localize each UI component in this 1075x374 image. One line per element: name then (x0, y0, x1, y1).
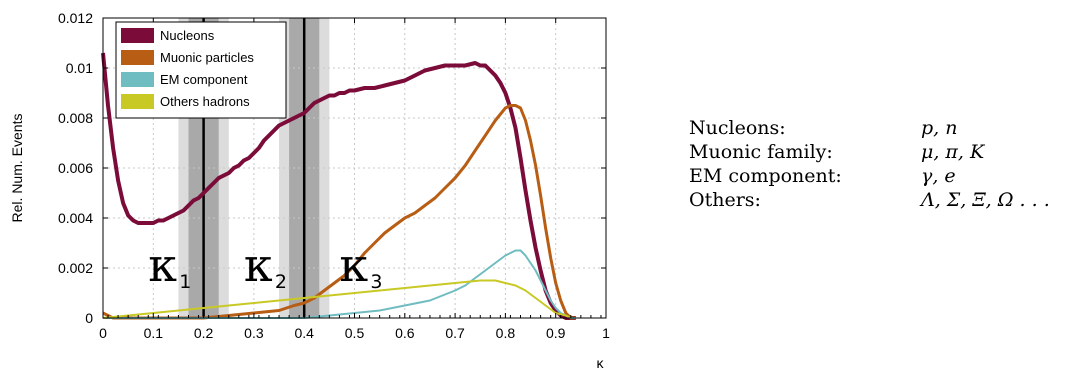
axis-ticks: 0 0.1 0.2 0.3 0.4 0.5 0.6 0.7 0.8 0.9 1 0 0.002 0.004… (58, 10, 610, 341)
legend-swatch (121, 72, 154, 87)
particle-members: p, n (921, 117, 958, 139)
y-axis-label: Rel. Num. Events (9, 114, 25, 223)
y-tick-label: 0.004 (58, 210, 93, 226)
particle-table: Nucleons: p, n Muonic family: μ, π, K EM c… (689, 116, 1050, 212)
particle-row-em: EM component: γ, e (689, 164, 1050, 188)
particle-row-nucleons: Nucleons: p, n (689, 116, 1050, 140)
x-tick-label: 1 (602, 325, 610, 341)
kappa-symbol: κ (148, 238, 177, 292)
particle-category: Others: (689, 189, 761, 211)
x-tick-label: 0.8 (496, 325, 516, 341)
kappa-symbol: κ (244, 238, 273, 292)
kappa-subscript: 1 (179, 271, 191, 293)
legend-label: Others hadrons (160, 94, 250, 109)
kappa-subscript: 2 (275, 271, 287, 293)
series-line-em-component (103, 249, 576, 319)
particle-members: μ, π, K (921, 141, 985, 163)
legend-swatch (121, 28, 154, 43)
particle-row-muonic: Muonic family: μ, π, K (689, 140, 1050, 164)
series-line-others-hadrons (102, 279, 572, 319)
x-tick-label: 0.2 (194, 325, 214, 341)
particle-category: EM component: (689, 165, 842, 187)
legend-label: EM component (160, 72, 248, 87)
particle-members: Λ, Σ, Ξ, Ω . . . (921, 189, 1050, 211)
y-tick-label: 0.008 (58, 110, 93, 126)
y-tick-label: 0.006 (58, 160, 93, 176)
particle-category: Nucleons: (689, 117, 786, 139)
legend-swatch (121, 94, 154, 109)
y-tick-label: 0.002 (58, 260, 93, 276)
y-tick-label: 0.01 (66, 60, 93, 76)
series-line-muonic-particles (102, 104, 576, 320)
x-tick-label: 0.3 (244, 325, 264, 341)
kappa-subscript: 3 (370, 271, 382, 293)
x-tick-label: 0.9 (546, 325, 566, 341)
particle-category: Muonic family: (689, 141, 833, 163)
x-tick-label: 0.7 (445, 325, 465, 341)
series-line-nucleons (101, 52, 576, 320)
x-tick-label: 0.6 (395, 325, 415, 341)
legend-label: Nucleons (160, 28, 215, 43)
legend-swatch (121, 50, 154, 65)
series-lines (101, 52, 576, 320)
x-tick-label: 0.5 (345, 325, 365, 341)
legend-label: Muonic particles (160, 50, 254, 65)
x-tick-label: 0.1 (144, 325, 164, 341)
x-axis-label: κ (597, 355, 605, 371)
kappa-symbol: κ (339, 238, 368, 292)
x-tick-label: 0.4 (294, 325, 314, 341)
y-tick-label: 0 (85, 310, 93, 326)
x-tick-label: 0 (99, 325, 107, 341)
legend: Nucleons Muonic particles EM component Othe… (115, 21, 287, 119)
particle-members: γ, e (921, 165, 956, 187)
particle-row-others: Others: Λ, Σ, Ξ, Ω . . . (689, 188, 1050, 212)
y-tick-label: 0.012 (58, 10, 93, 26)
